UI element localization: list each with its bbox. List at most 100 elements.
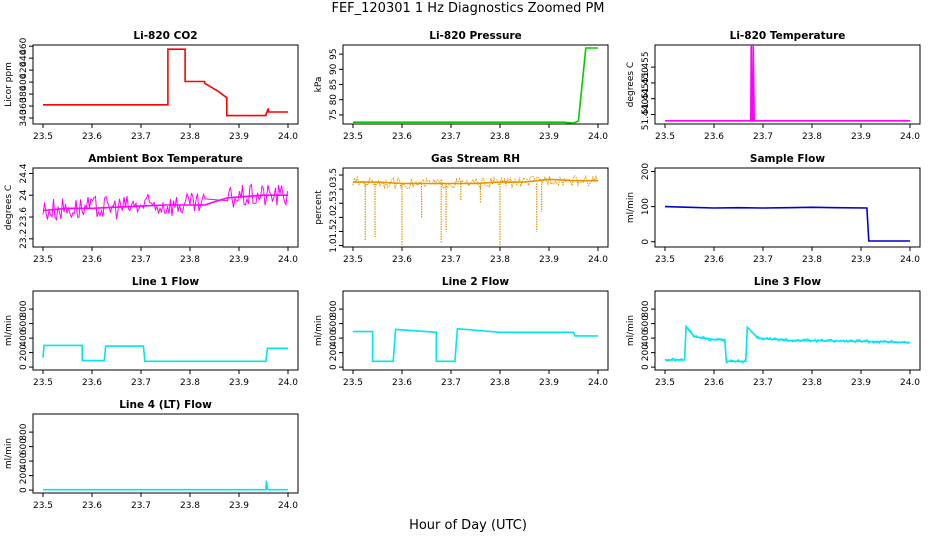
panel-pressure: Li-820 Pressure 23.5 23.6 23.7 23.8 23.9 24.0 7… [314,30,609,142]
x-tick-label: 23.5 [33,501,53,511]
x-tick-label: 23.5 [655,255,675,265]
figure-title: FEF_120301 1 Hz Diagnostics Zoomed PM [331,1,605,16]
panel-sample: Sample Flow 23.5 23.6 23.7 23.8 23.9 24.0 0 100 2… [626,153,921,265]
x-tick-label: 23.9 [539,255,559,265]
x-tick-label: 23.6 [704,255,724,265]
y-tick-label: 200 [641,163,651,180]
y-tick-label: 440 [19,49,29,66]
y-tick-label: 420 [19,61,29,78]
x-tick-label: 23.8 [180,132,200,142]
y-tick-label: 51.445 [641,83,651,115]
y-tick-label: 800 [19,423,29,440]
y-axis-label: ml/min [4,315,14,346]
series-line [353,178,598,185]
x-tick-label: 23.8 [490,255,510,265]
x-tick-label: 23.5 [33,132,53,142]
x-tick-label: 23.9 [851,378,871,388]
panel-title: Line 3 Flow [754,276,821,288]
y-tick-label: 23.6 [19,207,29,227]
series-noise [42,183,288,222]
y-tick-label: 2.0 [329,210,339,225]
x-tick-label: 23.9 [229,255,249,265]
y-tick-label: 85 [329,79,339,90]
y-tick-label: 3.5 [329,168,339,182]
y-tick-label: 100 [641,198,651,215]
y-tick-label: 400 [19,452,29,469]
series-line [353,47,598,124]
y-tick-label: 800 [329,300,339,317]
series-line [664,205,910,242]
x-tick-label: 23.5 [655,378,675,388]
y-tick-label: 3.0 [329,182,339,197]
y-tick-label: 23.2 [19,229,29,249]
x-tick-label: 23.7 [131,378,151,388]
y-tick-label: 380 [19,85,29,102]
x-tick-label: 23.8 [802,255,822,265]
plot-frame [32,413,299,494]
y-tick-label: 600 [329,315,339,332]
series-line [43,48,288,117]
x-tick-label: 23.8 [490,132,510,142]
y-axis-label: ml/min [626,192,636,223]
y-tick-label: 90 [329,63,339,75]
y-tick-label: 400 [641,329,651,346]
y-tick-label: 2.5 [329,196,339,210]
y-axis-label: Licor ppm [4,62,14,107]
x-tick-label: 23.5 [33,378,53,388]
panel-title: Li-820 Pressure [429,30,522,42]
y-axis-label: ml/min [314,315,324,346]
panel-line3: Line 3 Flow 23.5 23.6 23.7 23.8 23.9 24.0 0 2004… [626,276,921,388]
plot-frame [32,290,299,371]
y-tick-label: 1.5 [329,224,339,238]
x-tick-label: 23.8 [180,501,200,511]
x-tick-label: 23.9 [229,501,249,511]
x-tick-label: 24.0 [588,255,608,265]
panel-title: Sample Flow [750,153,825,165]
x-tick-label: 23.9 [851,132,871,142]
x-tick-label: 23.7 [441,132,461,142]
x-tick-label: 24.0 [900,132,920,142]
x-tick-label: 23.9 [539,132,559,142]
x-tick-label: 23.8 [802,132,822,142]
plot-frame [654,167,921,248]
x-tick-label: 23.6 [82,132,102,142]
panel-temperature: Li-820 Temperature 23.5 23.6 23.7 23.8 23.9 24… [626,30,921,142]
y-tick-label: 0 [329,364,339,370]
x-tick-label: 23.8 [490,378,510,388]
x-tick-label: 24.0 [588,378,608,388]
y-tick-label: 24.4 [19,163,29,183]
y-tick-label: 800 [641,300,651,317]
panel-ambient: Ambient Box Temperature 23.5 23.6 23.7 23.8 2… [4,153,299,265]
y-tick-label: 0 [641,239,651,245]
plot-frame [342,290,609,371]
y-tick-label: 200 [19,344,29,361]
y-tick-label: 600 [19,315,29,332]
x-tick-label: 23.5 [655,132,675,142]
panel-rh: Gas Stream RH 23.5 23.6 23.7 23.8 23.9 24.0 1.0… [314,153,609,265]
panel-line4: Line 4 (LT) Flow 23.5 23.6 23.7 23.8 23.9 24.0… [4,399,299,511]
x-tick-label: 23.6 [392,255,412,265]
y-tick-label: 24 [19,189,29,201]
y-tick-label: 800 [19,300,29,317]
y-tick-label: 400 [329,329,339,346]
plot-frame [654,290,921,371]
y-tick-label: 340 [19,109,29,126]
y-tick-label: 0 [19,364,29,370]
panel-title: Gas Stream RH [431,153,520,165]
y-tick-label: 400 [19,73,29,90]
x-tick-label: 23.7 [441,378,461,388]
x-tick-label: 23.6 [704,132,724,142]
x-tick-label: 23.5 [343,255,363,265]
x-tick-label: 24.0 [900,255,920,265]
x-tick-label: 23.9 [229,132,249,142]
plot-frame [32,167,299,248]
y-tick-label: 600 [19,438,29,455]
panel-title: Li-820 CO2 [133,30,197,42]
panel-title: Ambient Box Temperature [88,153,243,165]
series-line [665,324,911,363]
x-tick-label: 23.6 [704,378,724,388]
x-tick-label: 23.7 [753,378,773,388]
panel-title: Li-820 Temperature [730,30,846,42]
panel-line2: Line 2 Flow 23.5 23.6 23.7 23.8 23.9 24.0 0 2004… [314,276,609,388]
x-tick-label: 23.6 [82,255,102,265]
